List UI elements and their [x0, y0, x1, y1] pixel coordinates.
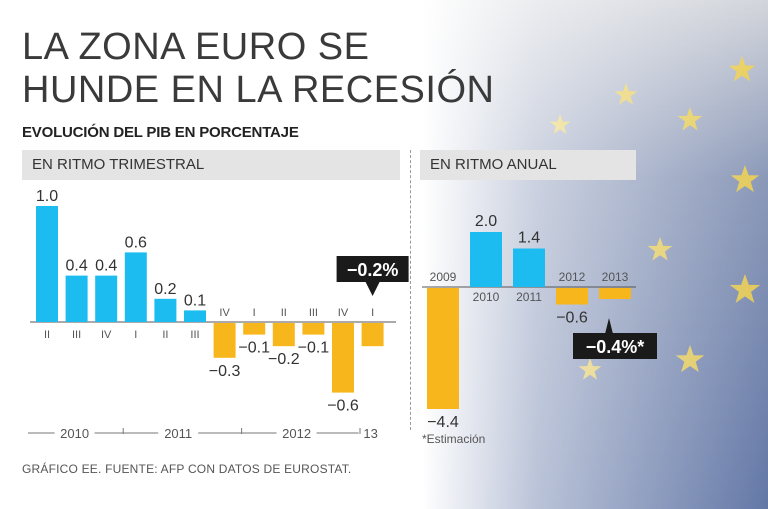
year-group-label: 13 [363, 426, 377, 441]
quarterly-bar [65, 275, 88, 322]
quarterly-bar [154, 298, 177, 322]
annual-callout-text: −0.4%* [586, 337, 645, 357]
quarterly-callout-pointer [365, 282, 380, 296]
quarterly-tick-label: I [371, 307, 374, 319]
quarterly-tick-label: IV [101, 329, 112, 341]
annual-bar [513, 248, 545, 287]
annual-tick-label: 2011 [516, 290, 542, 304]
quarterly-bar [243, 323, 266, 335]
annual-bar [599, 288, 631, 299]
chart-subtitle: EVOLUCIÓN DEL PIB EN PORCENTAJE [22, 124, 299, 141]
quarterly-value-label: −0.1 [238, 340, 270, 357]
quarterly-tick-label: III [72, 329, 81, 341]
quarterly-tick-label: IV [338, 307, 349, 319]
quarterly-bar [361, 323, 384, 347]
quarterly-value-label: −0.3 [209, 363, 241, 380]
quarterly-bar [184, 310, 206, 322]
annual-value-label: −0.6 [556, 310, 588, 327]
title-line-2: HUNDE EN LA RECESIÓN [22, 69, 495, 111]
quarterly-value-label: 0.4 [95, 258, 117, 275]
quarterly-value-label: 0.2 [154, 281, 176, 298]
annual-value-label: 2.0 [475, 213, 497, 230]
annual-tick-label: 2012 [559, 270, 586, 284]
title-line-1: LA ZONA EURO SE [22, 26, 370, 68]
quarterly-tick-label: II [281, 307, 287, 319]
annual-value-label: 1.4 [518, 230, 540, 247]
panel-divider [410, 150, 411, 430]
quarterly-value-label: 0.6 [125, 234, 147, 251]
estimate-note: *Estimación [422, 432, 486, 446]
annual-tick-label: 2010 [473, 290, 500, 304]
quarterly-bar [332, 323, 354, 393]
annual-bar [427, 288, 459, 409]
annual-tick-label: 2009 [430, 270, 457, 284]
year-group-label: 2011 [164, 426, 192, 441]
quarterly-bar [272, 323, 295, 347]
annual-tick-label: 2013 [602, 270, 629, 284]
quarterly-tick-label: IV [219, 307, 230, 319]
quarterly-tick-label: I [134, 329, 137, 341]
year-group-label: 2010 [60, 426, 89, 441]
quarterly-value-label: 0.1 [184, 292, 206, 309]
quarterly-tick-label: II [44, 329, 50, 341]
quarterly-tick-label: III [309, 307, 318, 319]
annual-callout-box [573, 333, 657, 359]
quarterly-callout-text: −0.2% [347, 260, 399, 280]
annual-callout-pointer [605, 318, 613, 334]
quarterly-value-label: −0.6 [327, 398, 359, 415]
annual-bar [470, 232, 502, 287]
quarterly-callout-box [336, 256, 409, 282]
annual-bar [556, 288, 588, 305]
quarterly-tick-label: III [190, 329, 199, 341]
annual-panel-header: EN RITMO ANUAL [420, 150, 636, 180]
quarterly-bar [36, 206, 58, 322]
quarterly-tick-label: I [253, 307, 256, 319]
quarterly-value-label: −0.1 [298, 340, 330, 357]
quarterly-bar [213, 323, 236, 358]
quarterly-bar [124, 252, 147, 322]
quarterly-bar [302, 323, 325, 335]
year-group-label: 2012 [282, 426, 311, 441]
quarterly-value-label: 0.4 [65, 258, 87, 275]
quarterly-tick-label: II [162, 329, 168, 341]
annual-value-label: −4.4 [427, 414, 459, 431]
source-credit: GRÁFICO EE. FUENTE: AFP CON DATOS DE EUR… [22, 462, 352, 476]
quarterly-value-label: −0.2 [268, 351, 300, 368]
page-title: LA ZONA EURO SE HUNDE EN LA RECESIÓN [22, 26, 494, 112]
quarterly-value-label: 1.0 [36, 188, 58, 205]
quarterly-panel-header: EN RITMO TRIMESTRAL [22, 150, 400, 180]
quarterly-bar [95, 275, 118, 322]
